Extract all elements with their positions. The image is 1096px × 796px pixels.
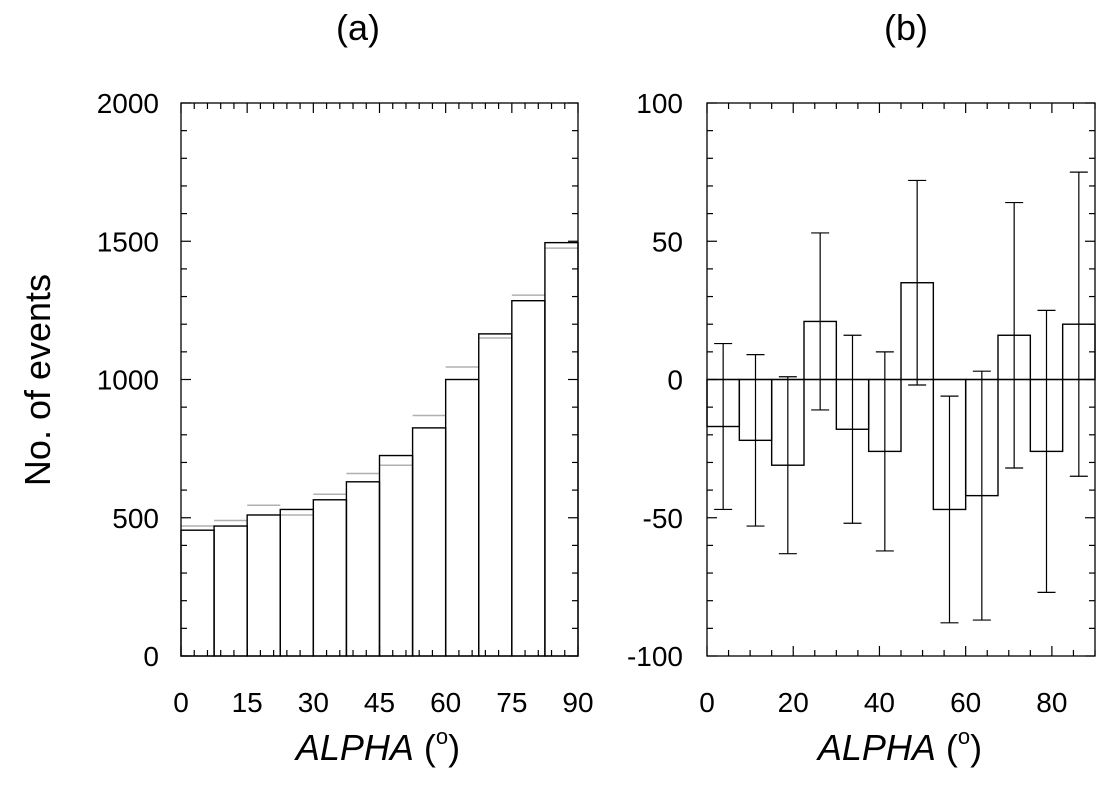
panel-a-histogram-bar <box>312 499 348 657</box>
panel-b-error-bar <box>1069 171 1088 477</box>
panel-a-histogram-bar <box>246 514 281 657</box>
panel-a-histogram-bar <box>378 454 414 657</box>
panel-b-title: (b) <box>884 7 928 48</box>
panel-b-error-bars <box>714 171 1088 624</box>
panel-b-x-tick-label: 0 <box>699 687 715 718</box>
panel-b-error-bar <box>1005 201 1024 469</box>
panel-b-bars <box>706 282 1096 511</box>
panel-a-title: (a) <box>336 7 380 48</box>
panel-a-y-tick-label: 0 <box>143 641 159 672</box>
panel-a-histogram-bar <box>511 299 546 657</box>
panel-a-x-axis-label: ALPHA (o) <box>294 724 460 768</box>
panel-b-y-tick-label: -50 <box>643 503 683 534</box>
panel-a-x-axis-unit: o <box>436 724 448 749</box>
panel-b-x-tick-label: 80 <box>1036 687 1067 718</box>
panel-b: (b) 0 20 40 60 80 -100 -50 0 50 100 ALPHA (o) <box>627 7 1096 768</box>
panel-a-axis-frame <box>180 102 579 657</box>
panel-a-x-tick-label: 45 <box>364 687 395 718</box>
panel-b-x-axis-unit: o <box>958 724 970 749</box>
panel-b-error-bar <box>778 376 797 555</box>
panel-a-histogram-bar <box>279 508 315 657</box>
panel-b-x-axis-label: ALPHA (o) <box>816 724 982 768</box>
panel-b-y-tick-label: 100 <box>636 88 683 119</box>
panel-a-x-tick-label: 0 <box>173 687 189 718</box>
panel-a-reference-histogram <box>181 247 578 527</box>
panel-b-x-tick-label: 40 <box>864 687 895 718</box>
panel-b-error-bar <box>972 370 991 621</box>
panel-a-tick-labels: 0 15 30 45 60 75 90 0 500 1000 1500 2000 <box>97 88 594 718</box>
panel-b-y-tick-label: 0 <box>667 365 683 396</box>
panel-a-histogram-bar <box>478 333 513 657</box>
panel-a-x-tick-label: 15 <box>232 687 263 718</box>
panel-b-error-bar <box>940 395 959 624</box>
panel-a-histogram <box>180 241 579 657</box>
panel-b-tick-labels: 0 20 40 60 80 -100 -50 0 50 100 <box>627 88 1068 718</box>
panel-a-y-tick-label: 500 <box>112 503 159 534</box>
panel-a-x-axis-label-name: ALPHA <box>294 727 414 768</box>
panel-a-x-tick-label: 60 <box>430 687 461 718</box>
panel-a-y-tick-label: 1500 <box>97 226 159 257</box>
panel-a: (a) No. of events 0 15 30 45 60 75 90 0 500 1000 1… <box>17 7 594 768</box>
panel-b-y-tick-label: -100 <box>627 641 683 672</box>
panel-a-histogram-bar <box>180 529 215 657</box>
panel-a-y-tick-label: 1000 <box>97 365 159 396</box>
panel-b-x-tick-label: 60 <box>950 687 981 718</box>
panel-b-error-bar <box>1037 309 1056 594</box>
panel-a-x-tick-label: 75 <box>496 687 527 718</box>
panel-a-histogram-bar <box>444 378 480 657</box>
panel-a-histogram-bar <box>213 525 248 657</box>
panel-a-y-axis-label: No. of events <box>17 274 58 486</box>
panel-a-y-tick-label: 2000 <box>97 88 159 119</box>
panel-b-x-axis-label-name: ALPHA <box>816 727 936 768</box>
panel-b-error-bar <box>908 179 927 386</box>
panel-b-x-tick-label: 20 <box>778 687 809 718</box>
panel-b-error-bar <box>811 232 830 411</box>
panel-a-x-tick-label: 30 <box>298 687 329 718</box>
panel-b-y-tick-label: 50 <box>652 226 683 257</box>
panel-b-error-bar <box>714 342 733 511</box>
panel-b-axis-frame <box>706 102 1096 657</box>
panel-b-error-bar <box>746 354 765 527</box>
panel-b-error-bar <box>843 334 862 524</box>
panel-b-error-bar <box>875 351 894 552</box>
panel-a-histogram-bar <box>345 481 381 657</box>
panel-a-x-tick-label: 90 <box>562 687 593 718</box>
panel-a-histogram-bar <box>544 241 579 657</box>
panel-a-histogram-bar <box>411 427 447 657</box>
